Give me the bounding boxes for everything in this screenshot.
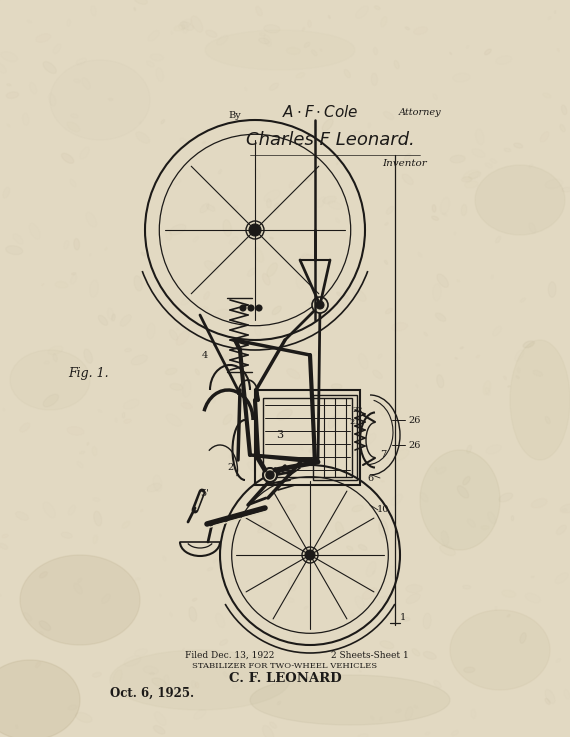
Ellipse shape bbox=[110, 650, 290, 710]
Circle shape bbox=[305, 550, 315, 560]
Bar bbox=[263, 398, 352, 477]
Circle shape bbox=[248, 305, 254, 311]
Ellipse shape bbox=[20, 555, 140, 645]
Text: 2: 2 bbox=[227, 463, 233, 472]
Circle shape bbox=[246, 221, 264, 239]
Text: 7: 7 bbox=[380, 450, 386, 458]
Ellipse shape bbox=[205, 30, 355, 70]
Text: 1: 1 bbox=[400, 613, 406, 623]
Text: 10: 10 bbox=[377, 506, 389, 514]
Text: STABILIZER FOR TWO-WHEEL VEHICLES: STABILIZER FOR TWO-WHEEL VEHICLES bbox=[193, 662, 377, 670]
Circle shape bbox=[316, 301, 324, 309]
Circle shape bbox=[263, 468, 277, 482]
Text: 4: 4 bbox=[202, 351, 208, 360]
Ellipse shape bbox=[50, 60, 150, 140]
Bar bbox=[255, 390, 360, 485]
Ellipse shape bbox=[10, 350, 90, 410]
Text: $\mathit{A \cdot F \cdot Cole}$: $\mathit{A \cdot F \cdot Cole}$ bbox=[282, 104, 359, 120]
Text: Oct. 6, 1925.: Oct. 6, 1925. bbox=[110, 686, 194, 699]
Text: Charles F Leonard.: Charles F Leonard. bbox=[246, 131, 414, 149]
Text: 5': 5' bbox=[201, 489, 209, 497]
Text: Inventor: Inventor bbox=[382, 158, 427, 167]
Text: 26: 26 bbox=[408, 441, 421, 450]
Text: 6: 6 bbox=[367, 473, 373, 483]
Ellipse shape bbox=[0, 660, 80, 737]
Circle shape bbox=[266, 471, 274, 479]
Circle shape bbox=[312, 297, 328, 313]
Text: Attorney: Attorney bbox=[398, 108, 441, 116]
Circle shape bbox=[256, 305, 262, 311]
Text: 26: 26 bbox=[408, 416, 421, 425]
Text: C. F. LEONARD: C. F. LEONARD bbox=[229, 671, 341, 685]
Circle shape bbox=[240, 305, 246, 311]
Text: Filed Dec. 13, 1922: Filed Dec. 13, 1922 bbox=[185, 651, 275, 660]
Ellipse shape bbox=[450, 610, 550, 690]
Text: By: By bbox=[229, 111, 241, 119]
Ellipse shape bbox=[475, 165, 565, 235]
Bar bbox=[313, 395, 357, 480]
Ellipse shape bbox=[510, 340, 570, 460]
Circle shape bbox=[249, 224, 261, 236]
Text: 2 Sheets-Sheet 1: 2 Sheets-Sheet 1 bbox=[331, 651, 409, 660]
Text: Fig. 1.: Fig. 1. bbox=[68, 366, 108, 380]
Text: 21: 21 bbox=[349, 418, 360, 426]
Text: 22: 22 bbox=[353, 406, 363, 414]
Text: 3: 3 bbox=[276, 430, 283, 440]
Ellipse shape bbox=[250, 675, 450, 725]
Ellipse shape bbox=[420, 450, 500, 550]
Circle shape bbox=[302, 547, 318, 563]
